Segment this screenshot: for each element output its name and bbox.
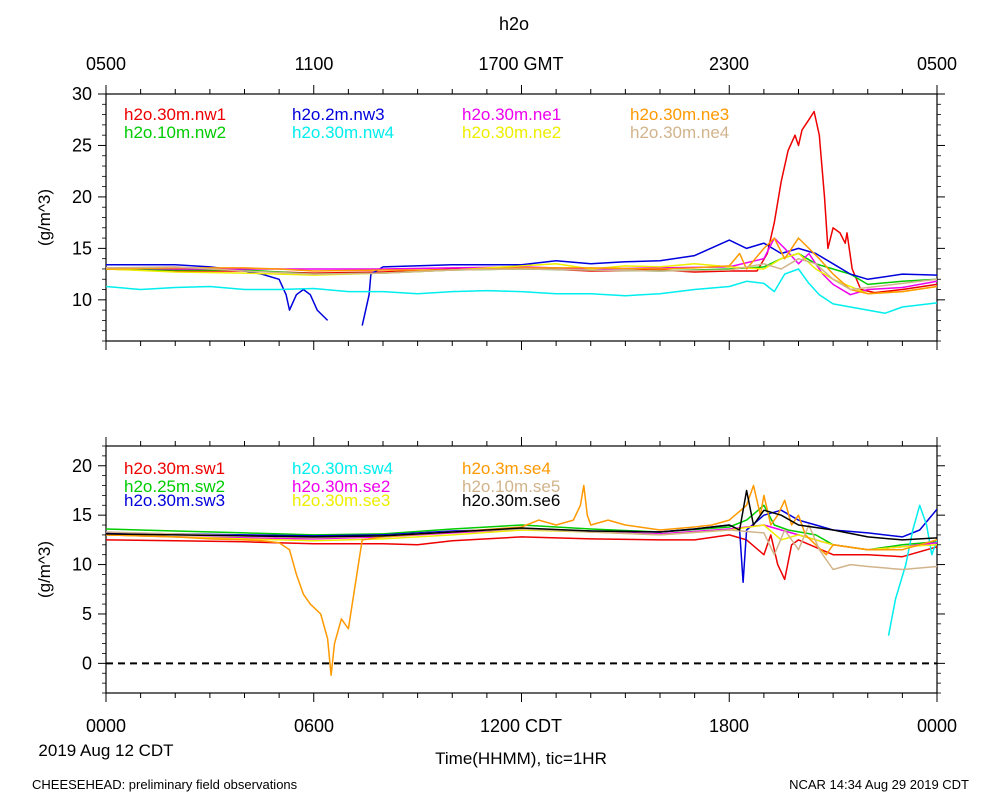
x-axis-label: Time(HHMM), tic=1HR <box>435 749 607 768</box>
legend-entry: h2o.10m.se5 <box>462 477 560 496</box>
series-line-h2o-30m-ne4 <box>106 257 937 291</box>
bottom-cdt-axis-labels: 0000 0600 1200 CDT 1800 0000 <box>86 716 957 736</box>
top-tick-label: 0500 <box>86 54 126 74</box>
legend-entry: h2o.30m.se6 <box>462 491 560 510</box>
footer-right: NCAR 14:34 Aug 29 2019 CDT <box>789 777 969 792</box>
top-tick-label: 1700 GMT <box>478 54 563 74</box>
y-tick-label: 20 <box>72 456 92 476</box>
legend-entry: h2o.30m.se3 <box>292 491 390 510</box>
legend-entry: h2o.30m.sw3 <box>124 491 225 510</box>
series-line-h2o-3m-se4 <box>106 484 937 676</box>
y-tick-label: 15 <box>72 238 92 258</box>
y-tick-label: 15 <box>72 505 92 525</box>
top-tick-label: 0500 <box>917 54 957 74</box>
legend-entry: h2o.30m.nw1 <box>124 105 226 124</box>
series-line-h2o-30m-ne3 <box>106 237 937 295</box>
y-axis-label: (g/m^3) <box>35 189 54 246</box>
y-tick-label: 30 <box>72 84 92 104</box>
y-tick-label: 5 <box>82 604 92 624</box>
bottom-tick-label: 0600 <box>294 716 334 736</box>
bottom-tick-label: 0000 <box>917 716 957 736</box>
legend-entry: h2o.3m.se4 <box>462 459 551 478</box>
y-tick-label: 20 <box>72 187 92 207</box>
y-tick-label: 0 <box>82 653 92 673</box>
series-line-h2o-10m-se5 <box>106 524 937 571</box>
series-line-h2o-30m-se6 <box>106 489 937 541</box>
series-line-h2o-30m-sw4 <box>887 504 937 636</box>
y-tick-label: 10 <box>72 555 92 575</box>
series-line-h2o-30m-ne1 <box>106 237 937 296</box>
legend-entry: h2o.30m.ne3 <box>630 105 729 124</box>
series-line-h2o-30m-nw4 <box>106 268 937 314</box>
legend-entry: h2o.30m.ne4 <box>630 123 729 142</box>
legend-entry: h2o.30m.ne2 <box>462 123 561 142</box>
legend-entry: h2o.30m.se2 <box>292 477 390 496</box>
legend-entry: h2o.30m.nw4 <box>292 123 394 142</box>
series-line-h2o-30m-sw1 <box>106 534 937 581</box>
figure-title: h2o <box>499 14 529 34</box>
bottom-tick-label: 1800 <box>709 716 749 736</box>
legend-entry: h2o.30m.sw4 <box>292 459 393 478</box>
lower-panel: 05101520(g/m^3)h2o.30m.sw1h2o.25m.sw2h2o… <box>35 437 945 702</box>
legend-entry: h2o.2m.nw3 <box>292 105 385 124</box>
legend-entry: h2o.30m.sw1 <box>124 459 225 478</box>
legend-entry: h2o.30m.ne1 <box>462 105 561 124</box>
bottom-tick-label: 1200 CDT <box>480 716 562 736</box>
date-label: 2019 Aug 12 CDT <box>38 741 173 760</box>
top-tick-label: 1100 <box>295 54 334 74</box>
y-tick-label: 10 <box>72 290 92 310</box>
series-line-h2o-2m-nw3 <box>106 239 937 326</box>
bottom-tick-label: 0000 <box>86 716 126 736</box>
top-tick-label: 2300 <box>709 54 749 74</box>
footer-left: CHEESEHEAD: preliminary field observatio… <box>32 777 298 792</box>
legend-entry: h2o.10m.nw2 <box>124 123 226 142</box>
legend-entry: h2o.25m.sw2 <box>124 477 225 496</box>
top-gmt-axis-labels: 0500 1100 1700 GMT 2300 0500 <box>86 54 957 74</box>
y-tick-label: 25 <box>72 135 92 155</box>
y-axis-label: (g/m^3) <box>35 541 54 598</box>
